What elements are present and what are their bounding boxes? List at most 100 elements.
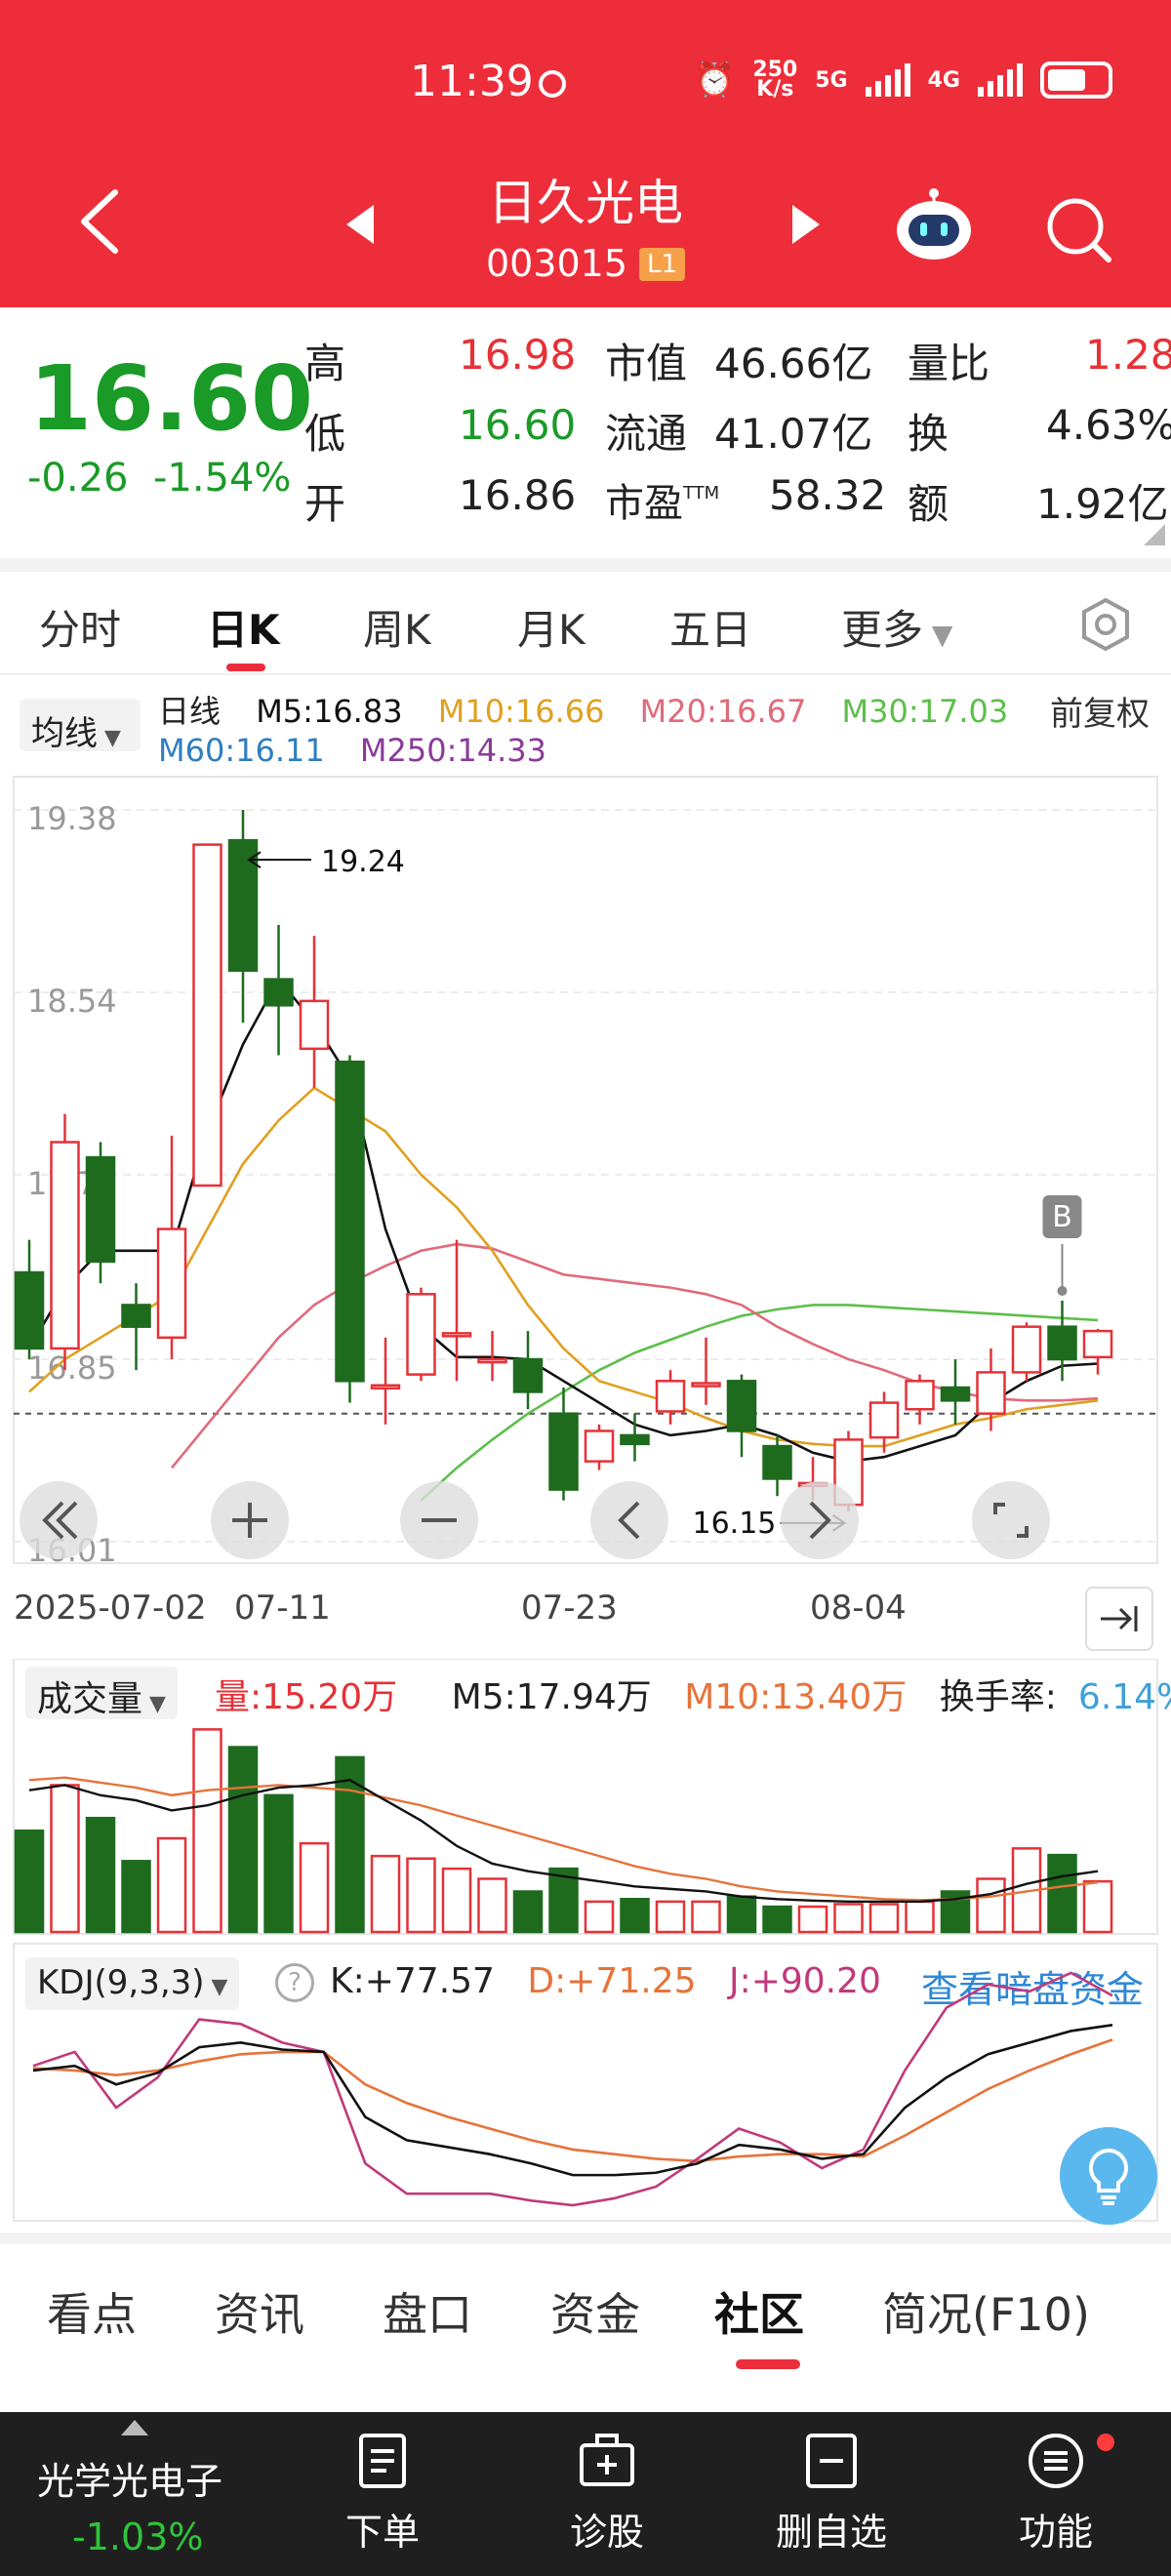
volume-bar bbox=[762, 1905, 792, 1934]
candle-body bbox=[263, 978, 294, 1007]
chart-frame bbox=[13, 776, 1158, 1564]
search-icon[interactable] bbox=[1042, 193, 1114, 265]
candle bbox=[976, 1348, 1006, 1431]
tab-weekly-k[interactable]: 周K bbox=[363, 606, 431, 654]
volume-bar bbox=[14, 1829, 45, 1934]
candle-body bbox=[1047, 1325, 1077, 1361]
back-arrow-icon[interactable] bbox=[76, 187, 125, 256]
sector-name[interactable]: 光学光电子 bbox=[37, 2460, 223, 2503]
robot-assistant-icon[interactable] bbox=[893, 185, 975, 263]
low-label: 低 bbox=[304, 410, 346, 458]
price-change: -0.26 -1.54% bbox=[27, 456, 291, 501]
chevron-down-icon: ▼ bbox=[204, 1975, 228, 1999]
open-label: 开 bbox=[304, 480, 346, 528]
candle bbox=[726, 1374, 757, 1458]
scroll-right-button[interactable] bbox=[781, 1481, 859, 1559]
order-button[interactable]: 下单 bbox=[314, 2430, 451, 2556]
tab-five-day[interactable]: 五日 bbox=[669, 606, 752, 654]
ma-indicator-select[interactable]: 均线 ▼ bbox=[20, 699, 141, 753]
menu-circle-icon bbox=[1029, 2434, 1083, 2488]
volume-indicator-select[interactable]: 成交量 ▼ bbox=[25, 1667, 178, 1719]
candle-body bbox=[441, 1332, 472, 1338]
tab-funds[interactable]: 资金 bbox=[550, 2288, 640, 2341]
net-4g-label: 4G bbox=[927, 67, 960, 93]
ma20-value: M20:16.67 bbox=[639, 693, 807, 730]
candle bbox=[121, 1283, 151, 1371]
stock-name: 日久光电 bbox=[488, 175, 683, 231]
candle bbox=[477, 1331, 507, 1382]
battery-icon bbox=[1040, 61, 1112, 99]
tab-monthly-k[interactable]: 月K bbox=[517, 606, 586, 654]
lightbulb-icon bbox=[1088, 2148, 1129, 2205]
volratio-value: 1.28 bbox=[1085, 331, 1171, 379]
settings-icon[interactable] bbox=[1078, 597, 1133, 652]
zoom-out-button[interactable] bbox=[400, 1481, 478, 1559]
float-value: 41.07亿 bbox=[714, 410, 873, 458]
scroll-left-button[interactable] bbox=[590, 1481, 668, 1559]
tab-daily-k[interactable]: 日K bbox=[207, 606, 280, 654]
diagnose-button[interactable]: 诊股 bbox=[539, 2430, 675, 2556]
candle bbox=[335, 1055, 365, 1403]
candle bbox=[227, 810, 259, 1024]
kdj-d-line bbox=[32, 2038, 1113, 2163]
idea-bulb-button[interactable] bbox=[1060, 2127, 1157, 2225]
volume-bar bbox=[655, 1900, 686, 1934]
ma-period: 日线 bbox=[158, 693, 222, 730]
candle-body bbox=[691, 1382, 721, 1388]
ma250-value: M250:14.33 bbox=[359, 732, 546, 769]
tab-profile-f10[interactable]: 简况(F10) bbox=[882, 2288, 1090, 2341]
fullscreen-button[interactable] bbox=[972, 1481, 1050, 1559]
next-stock-button[interactable] bbox=[792, 205, 820, 244]
candle-body bbox=[370, 1384, 401, 1390]
net-speed-value: 250 bbox=[752, 58, 798, 82]
tab-intraday[interactable]: 分时 bbox=[39, 606, 122, 654]
stock-code: 003015 bbox=[485, 242, 628, 285]
volume-bar bbox=[797, 1905, 828, 1934]
zoom-in-button[interactable] bbox=[211, 1481, 289, 1559]
kdj-indicator-select[interactable]: KDJ(9,3,3) ▼ bbox=[25, 1957, 240, 2010]
help-icon[interactable]: ? bbox=[275, 1963, 314, 2002]
price-adjust-mode[interactable]: 前复权 bbox=[1050, 695, 1150, 734]
turnover-rate-label: 换手率: bbox=[939, 1677, 1057, 1717]
volume-bar bbox=[335, 1755, 365, 1934]
tab-highlights[interactable]: 看点 bbox=[47, 2288, 137, 2341]
high-marker-label: 19.24 bbox=[321, 845, 405, 879]
candle-body bbox=[335, 1060, 365, 1383]
high-value: 16.98 bbox=[459, 331, 577, 379]
remove-watchlist-label: 删自选 bbox=[775, 2511, 887, 2554]
candle-body bbox=[121, 1304, 151, 1328]
amount-value: 1.92亿 bbox=[1036, 480, 1169, 528]
signal-icon-2 bbox=[978, 63, 1023, 97]
net-5g-label: 5G bbox=[815, 67, 848, 93]
tab-community[interactable]: 社区 bbox=[714, 2288, 804, 2341]
app-header: 11:39 ⏰ 250 K/s 5G 4G 日久光电 003015 L1 bbox=[0, 0, 1171, 307]
ma10-line bbox=[28, 1086, 1099, 1448]
expand-corner-icon[interactable] bbox=[1144, 524, 1165, 545]
candle-body bbox=[976, 1371, 1006, 1415]
functions-button[interactable]: 功能 bbox=[988, 2430, 1124, 2556]
remove-watchlist-button[interactable]: 删自选 bbox=[763, 2430, 900, 2556]
candle bbox=[868, 1391, 900, 1453]
volume-current: 量:15.20万 bbox=[215, 1677, 398, 1717]
ma-select-label: 均线 bbox=[31, 714, 98, 753]
arrow-right-bar-icon bbox=[1101, 1606, 1138, 1631]
prev-stock-button[interactable] bbox=[346, 205, 374, 244]
ma30-value: M30:17.03 bbox=[841, 693, 1009, 730]
document-icon bbox=[359, 2434, 406, 2488]
volume-bar bbox=[548, 1867, 579, 1934]
y-tick-label: 19.38 bbox=[27, 800, 117, 837]
fast-rewind-button[interactable] bbox=[20, 1481, 98, 1559]
chevron-up-icon[interactable] bbox=[121, 2420, 148, 2435]
candle-body bbox=[940, 1386, 971, 1402]
tab-order-book[interactable]: 盘口 bbox=[383, 2288, 472, 2341]
kdj-d-value: D:+71.25 bbox=[527, 1961, 697, 2001]
tab-more[interactable]: 更多 ▼ bbox=[841, 597, 952, 657]
x-tick-start-date: 2025-07-02 bbox=[14, 1589, 207, 1628]
divider bbox=[0, 673, 1171, 675]
ma10-value: M10:16.66 bbox=[437, 693, 605, 730]
candle bbox=[655, 1370, 686, 1425]
tab-news[interactable]: 资讯 bbox=[215, 2288, 304, 2341]
collapse-chart-button[interactable] bbox=[1085, 1587, 1153, 1651]
kdj-lines bbox=[32, 1971, 1113, 2207]
